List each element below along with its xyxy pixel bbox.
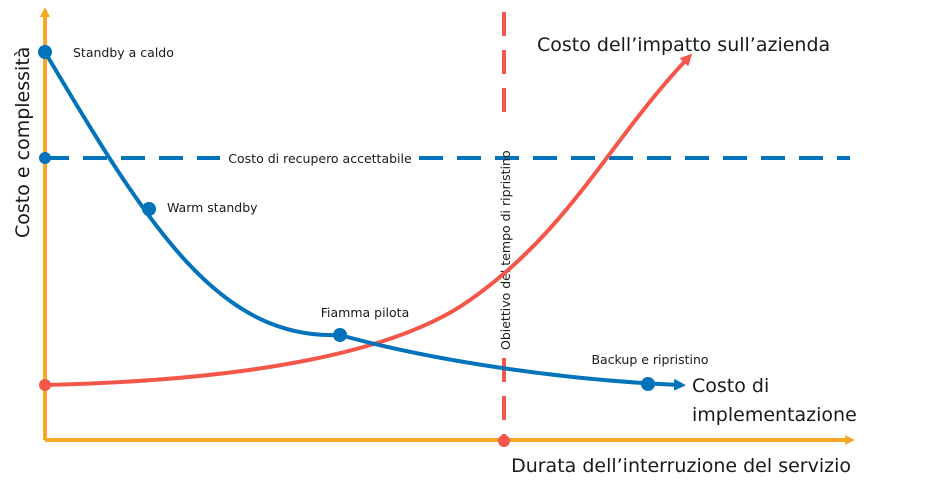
rto-label: Obiettivo del tempo di ripristino	[498, 150, 513, 350]
strategy-point-hot-standby	[38, 45, 52, 59]
acceptable-cost-label: Costo di recupero accettabile	[228, 151, 412, 166]
business-impact-curve	[44, 53, 693, 387]
strategy-point-warm-standby	[142, 202, 156, 216]
strategy-label-pilot-light: Fiamma pilota	[321, 305, 410, 320]
business-impact-start-point	[39, 379, 51, 391]
strategy-point-pilot-light	[333, 328, 347, 342]
strategy-label-warm-standby: Warm standby	[167, 200, 258, 215]
y-axis-label: Costo e complessità	[12, 47, 34, 238]
strategy-label-backup-restore: Backup e ripristino	[591, 352, 708, 367]
implementation-cost-curve	[43, 50, 686, 391]
rto-axis-point	[498, 435, 510, 447]
acceptable-cost-point	[39, 152, 51, 164]
x-axis-label: Durata dell’interruzione del servizio	[511, 455, 851, 477]
business-impact-label: Costo dell’impatto sull’azienda	[537, 34, 830, 56]
implementation-cost-label-line1: Costo di	[692, 375, 769, 397]
strategy-label-hot-standby: Standby a caldo	[73, 45, 174, 60]
strategy-point-backup-restore	[641, 377, 655, 391]
implementation-cost-label-line2: implementazione	[692, 404, 857, 426]
